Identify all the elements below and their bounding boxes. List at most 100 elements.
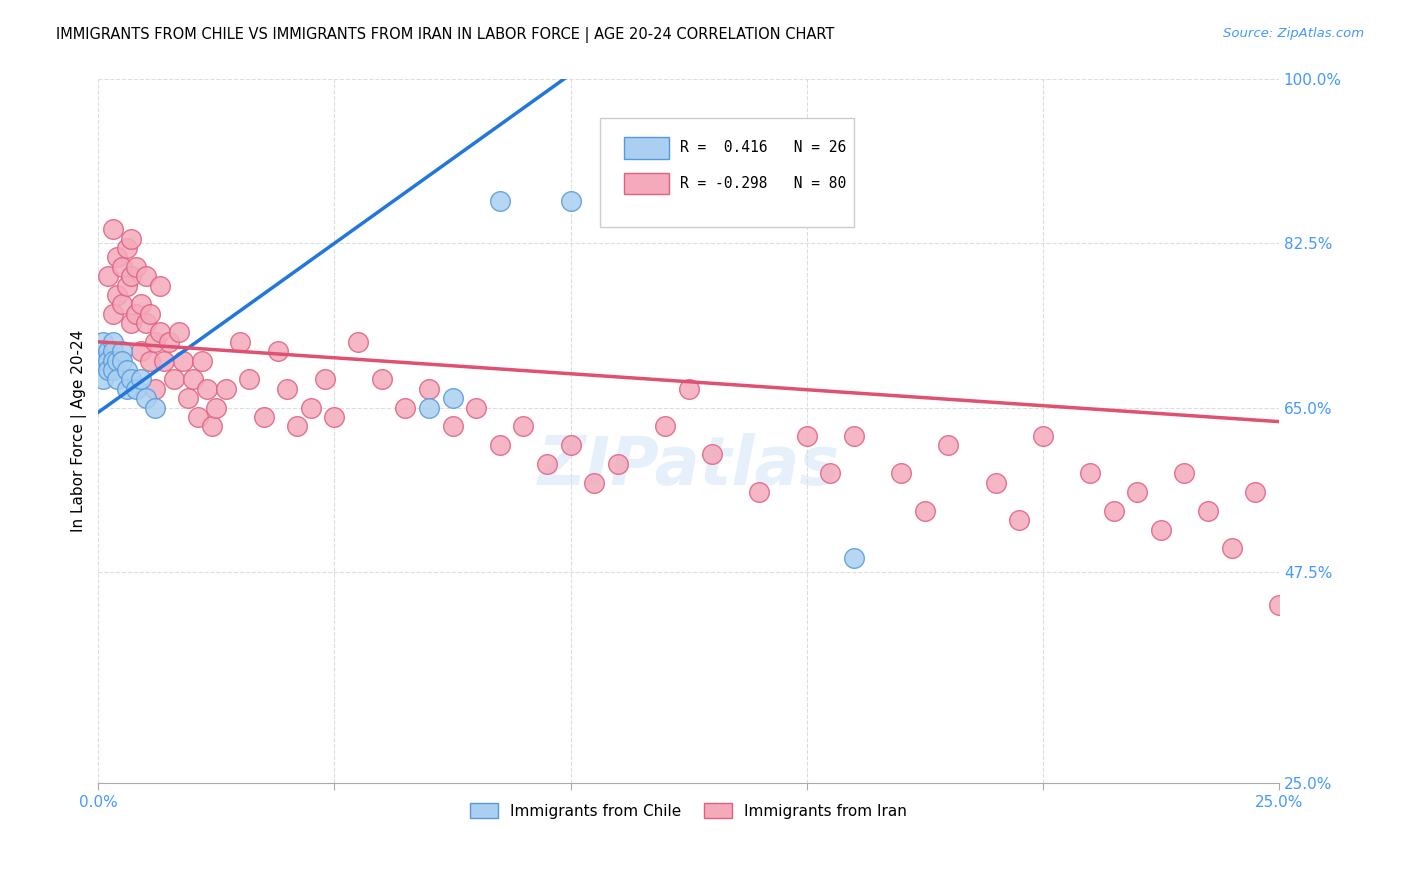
- Point: [129, 372, 152, 386]
- Point: [890, 467, 912, 481]
- Point: [1126, 485, 1149, 500]
- Point: [465, 401, 488, 415]
- Point: [1268, 598, 1291, 612]
- Point: [606, 457, 628, 471]
- Point: [120, 269, 142, 284]
- Point: [115, 382, 138, 396]
- Point: [441, 391, 464, 405]
- Point: [111, 353, 134, 368]
- Point: [111, 260, 134, 274]
- Point: [149, 326, 172, 340]
- Point: [285, 419, 308, 434]
- Point: [101, 353, 124, 368]
- Point: [167, 326, 190, 340]
- Point: [1220, 541, 1243, 556]
- Point: [97, 363, 120, 377]
- Point: [938, 438, 960, 452]
- Point: [135, 391, 157, 405]
- Point: [560, 438, 582, 452]
- Text: R =  0.416   N = 26: R = 0.416 N = 26: [681, 140, 846, 155]
- Point: [105, 250, 128, 264]
- Point: [253, 409, 276, 424]
- Point: [560, 194, 582, 208]
- Point: [143, 334, 166, 349]
- Point: [115, 278, 138, 293]
- Point: [120, 372, 142, 386]
- Point: [347, 334, 370, 349]
- Point: [488, 194, 510, 208]
- Point: [323, 409, 346, 424]
- FancyBboxPatch shape: [600, 118, 853, 227]
- Point: [1032, 428, 1054, 442]
- Point: [488, 438, 510, 452]
- Point: [149, 278, 172, 293]
- Point: [143, 382, 166, 396]
- Point: [796, 428, 818, 442]
- Point: [105, 288, 128, 302]
- Point: [101, 344, 124, 359]
- Point: [181, 372, 204, 386]
- Point: [97, 353, 120, 368]
- Bar: [624, 173, 669, 194]
- Point: [177, 391, 200, 405]
- Text: ZIPatlas: ZIPatlas: [537, 434, 839, 500]
- Point: [536, 457, 558, 471]
- Point: [101, 363, 124, 377]
- Point: [1150, 523, 1173, 537]
- Point: [314, 372, 336, 386]
- Point: [914, 504, 936, 518]
- Y-axis label: In Labor Force | Age 20-24: In Labor Force | Age 20-24: [72, 330, 87, 533]
- Point: [702, 448, 724, 462]
- Point: [267, 344, 290, 359]
- Bar: [624, 137, 669, 159]
- Point: [370, 372, 392, 386]
- Point: [135, 269, 157, 284]
- Point: [984, 475, 1007, 490]
- Point: [191, 353, 214, 368]
- Point: [105, 372, 128, 386]
- Point: [229, 334, 252, 349]
- Point: [125, 307, 148, 321]
- Point: [111, 297, 134, 311]
- Point: [512, 419, 534, 434]
- Point: [276, 382, 298, 396]
- Point: [143, 401, 166, 415]
- Point: [1244, 485, 1267, 500]
- Point: [139, 307, 162, 321]
- Point: [1078, 467, 1101, 481]
- Point: [205, 401, 228, 415]
- Point: [101, 334, 124, 349]
- Text: Source: ZipAtlas.com: Source: ZipAtlas.com: [1223, 27, 1364, 40]
- Point: [583, 475, 606, 490]
- Point: [125, 260, 148, 274]
- Point: [129, 344, 152, 359]
- Point: [186, 409, 208, 424]
- Point: [299, 401, 322, 415]
- Point: [101, 222, 124, 236]
- Point: [1102, 504, 1125, 518]
- Point: [101, 307, 124, 321]
- Point: [418, 382, 440, 396]
- Point: [172, 353, 194, 368]
- Point: [195, 382, 218, 396]
- Point: [418, 401, 440, 415]
- Point: [91, 334, 114, 349]
- Point: [91, 372, 114, 386]
- Text: R = -0.298   N = 80: R = -0.298 N = 80: [681, 176, 846, 191]
- Point: [441, 419, 464, 434]
- Point: [153, 353, 176, 368]
- Point: [1197, 504, 1219, 518]
- Point: [842, 428, 865, 442]
- Point: [163, 372, 186, 386]
- Point: [394, 401, 416, 415]
- Point: [125, 382, 148, 396]
- Point: [1008, 513, 1031, 527]
- Point: [97, 344, 120, 359]
- Point: [111, 344, 134, 359]
- Point: [678, 382, 700, 396]
- Point: [238, 372, 260, 386]
- Point: [748, 485, 770, 500]
- Point: [1173, 467, 1195, 481]
- Point: [842, 550, 865, 565]
- Point: [115, 363, 138, 377]
